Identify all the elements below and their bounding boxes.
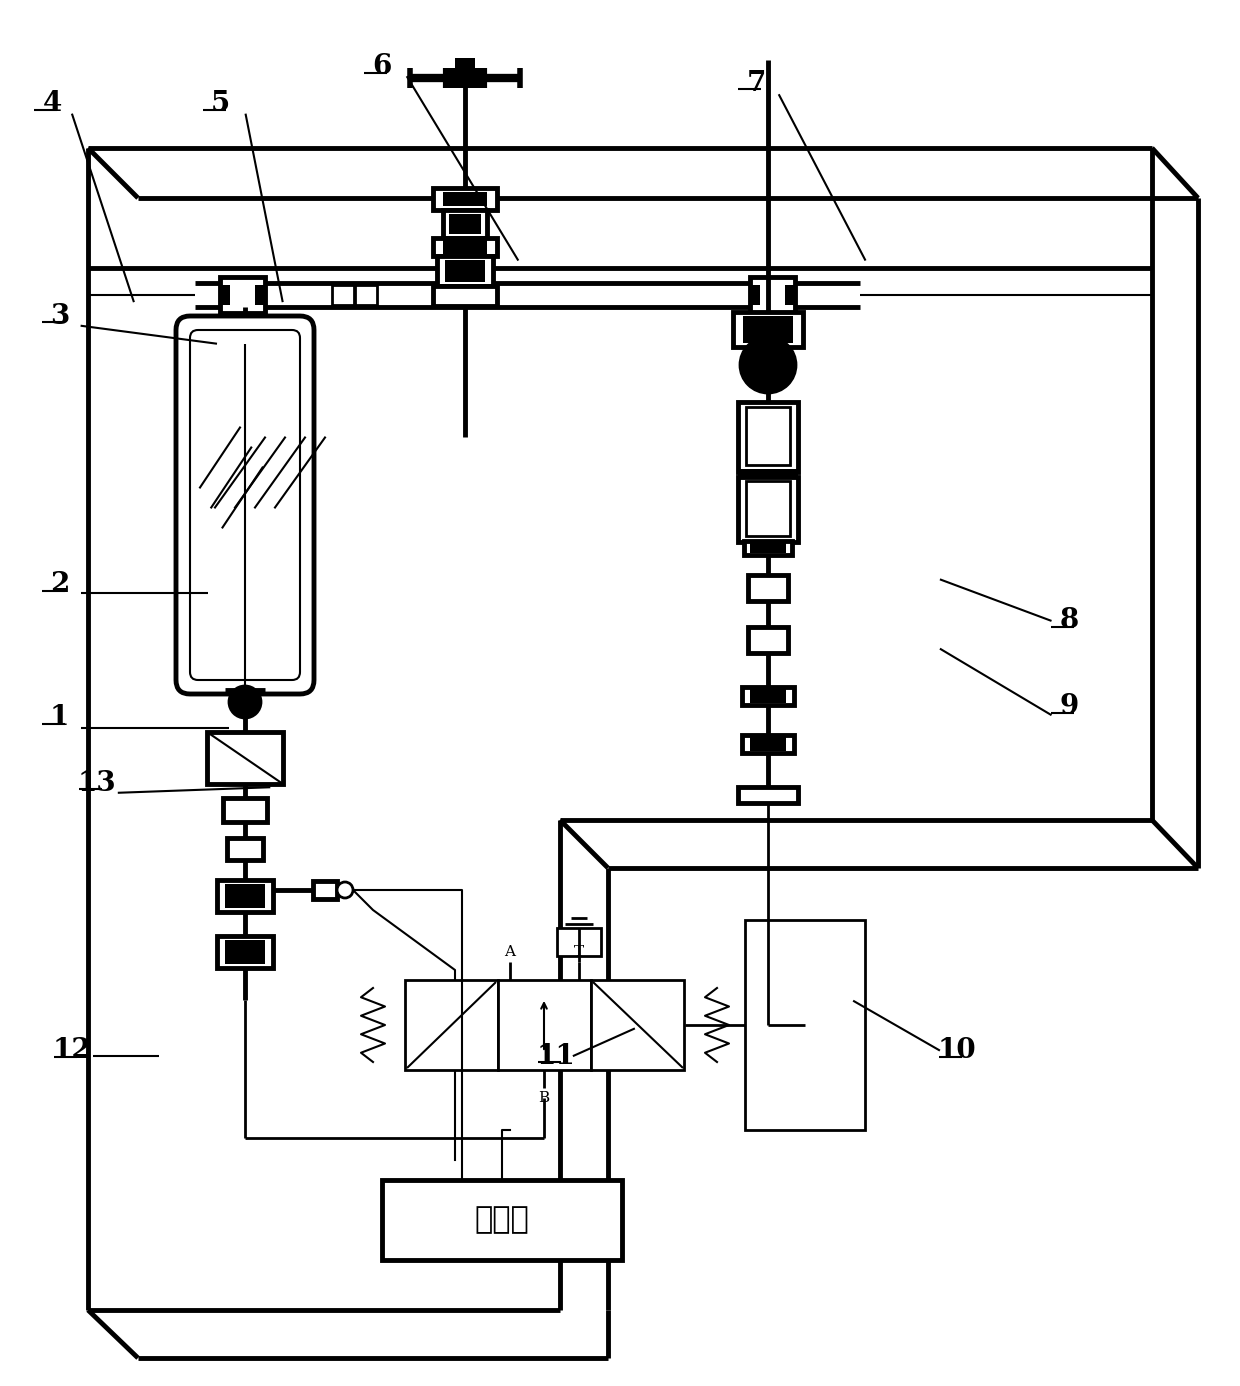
Bar (738, 402, 799, 473)
Bar (224, 940, 265, 965)
Bar (591, 980, 684, 1070)
Bar (443, 211, 487, 238)
Bar (748, 575, 787, 602)
Bar (445, 261, 485, 281)
Bar (455, 58, 475, 68)
Text: 5: 5 (211, 90, 231, 118)
Bar (436, 256, 494, 286)
Text: B: B (538, 1091, 549, 1105)
Bar (405, 980, 498, 1070)
Bar (382, 1179, 622, 1260)
Text: 12: 12 (52, 1037, 92, 1064)
Bar (746, 407, 790, 464)
Bar (223, 798, 267, 822)
Bar (224, 884, 265, 908)
Text: 13: 13 (77, 769, 117, 797)
Bar (443, 240, 487, 254)
Bar (750, 277, 795, 313)
Bar (217, 880, 273, 912)
Text: 控制器: 控制器 (475, 1206, 529, 1235)
Bar (446, 68, 484, 87)
Bar (312, 881, 337, 900)
Bar (498, 980, 591, 1070)
Bar (217, 936, 273, 967)
Bar (743, 316, 794, 342)
Text: 4: 4 (42, 90, 62, 118)
Bar (255, 286, 265, 305)
Text: 3: 3 (50, 302, 69, 330)
Text: 11: 11 (536, 1042, 575, 1070)
Bar (750, 689, 786, 703)
Bar (449, 213, 481, 234)
Bar (443, 193, 487, 207)
Bar (738, 468, 799, 477)
Bar (733, 312, 804, 346)
Bar (219, 277, 265, 313)
Bar (750, 737, 786, 751)
Circle shape (229, 686, 260, 718)
Bar (744, 541, 792, 554)
FancyBboxPatch shape (176, 316, 314, 694)
Bar (227, 839, 263, 859)
Bar (745, 920, 866, 1130)
Text: 8: 8 (1059, 607, 1079, 635)
Bar (207, 732, 283, 784)
Text: 1: 1 (50, 704, 69, 732)
Bar (742, 687, 794, 705)
Bar (332, 286, 353, 305)
Text: 6: 6 (372, 53, 392, 80)
Circle shape (740, 337, 796, 394)
Text: 7: 7 (746, 69, 766, 97)
Bar (748, 626, 787, 653)
Bar (433, 238, 497, 256)
Text: T: T (574, 945, 584, 959)
Text: 2: 2 (50, 571, 69, 599)
Circle shape (337, 881, 353, 898)
Bar (738, 787, 799, 802)
Text: 9: 9 (1059, 693, 1079, 721)
Bar (433, 188, 497, 211)
Bar (433, 286, 497, 306)
Text: 10: 10 (937, 1037, 977, 1064)
Bar (219, 286, 229, 305)
Bar (785, 286, 795, 305)
Bar (750, 286, 760, 305)
Bar (746, 481, 790, 536)
Bar (738, 477, 799, 542)
Bar (557, 929, 601, 956)
Bar (742, 735, 794, 753)
Text: A: A (505, 945, 516, 959)
Bar (355, 286, 377, 305)
Bar (750, 543, 786, 553)
